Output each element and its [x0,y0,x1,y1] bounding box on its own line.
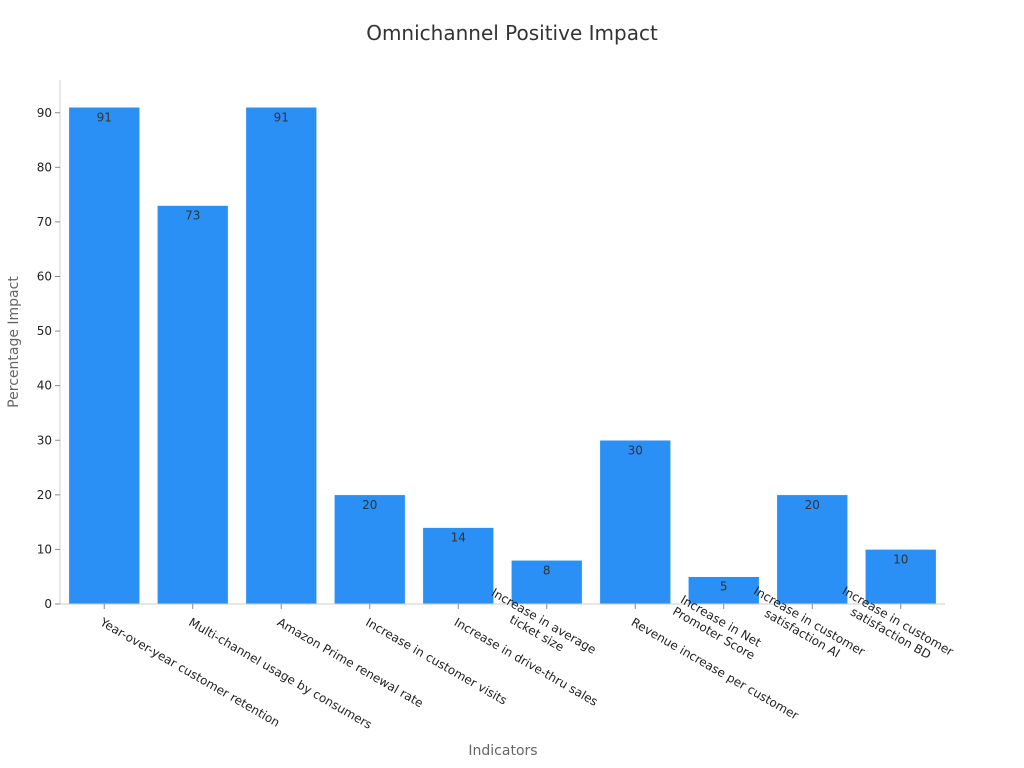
y-tick-label: 50 [37,324,52,338]
y-tick-label: 10 [37,542,52,556]
bar [688,576,760,605]
y-axis-title: Percentage Impact [6,276,22,408]
y-tick-label: 0 [44,597,52,611]
x-tick-label-line: Increase in customer visits [363,615,509,707]
x-tick-label-text: Increase in customer visits [363,615,509,707]
x-tick-label-line: Multi-channel usage by consumers [186,615,374,732]
y-tick-label: 40 [37,379,52,393]
bar-value-label: 91 [274,110,289,124]
bar-value-label: 8 [543,563,551,577]
y-tick-label: 30 [37,433,52,447]
x-tick-label: Increase in customer visits [363,615,509,707]
bar-value-label: 10 [893,552,908,566]
bar [599,440,671,605]
x-tick-label-line: Amazon Prime renewal rate [275,615,426,710]
bar [157,205,229,605]
bar-value-label: 30 [628,443,643,457]
y-tick-label: 90 [37,106,52,120]
x-axis-title: Indicators [468,743,537,759]
x-tick-label: Amazon Prime renewal rate [275,615,426,710]
x-tick-label: Multi-channel usage by consumers [186,615,374,732]
y-tick-label: 60 [37,270,52,284]
bar-value-label: 20 [805,498,820,512]
bar-value-label: 20 [362,498,377,512]
bar-value-label: 73 [185,209,200,223]
bar-value-label: 91 [97,110,112,124]
y-tick-label: 70 [37,215,52,229]
x-tick-label-text: Year-over-year customer retention [97,615,282,730]
x-axis: Year-over-year customer retentionMulti-c… [60,584,956,732]
y-axis: 0 10 20 30 40 50 60 70 80 90 [37,80,61,611]
x-tick-label-line: Year-over-year customer retention [97,615,282,730]
x-tick-label: Year-over-year customer retention [97,615,282,730]
bar [245,107,317,605]
bar [68,107,140,605]
bar [422,527,494,605]
x-tick-label-text: Amazon Prime renewal rate [275,615,426,710]
bar [334,494,406,605]
bar-value-label: 14 [451,531,466,545]
bar [865,549,937,605]
y-tick-label: 20 [37,488,52,502]
chart-title: Omnichannel Positive Impact [366,21,658,45]
bar [776,494,848,605]
bar [511,560,583,605]
y-tick-label: 80 [37,160,52,174]
bars: 91 73 91 20 14 8 30 5 20 10 [68,107,937,605]
bar-value-label: 5 [720,580,728,594]
x-tick-label-text: Multi-channel usage by consumers [186,615,374,732]
